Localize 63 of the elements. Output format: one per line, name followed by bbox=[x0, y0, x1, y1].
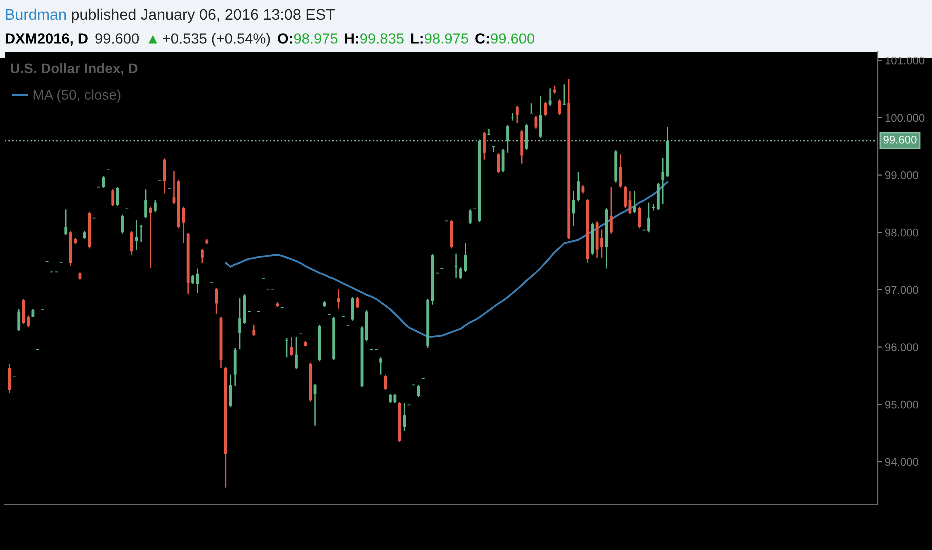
text: ▲ bbox=[148, 35, 158, 44]
candlestick bbox=[163, 158, 166, 194]
candlestick bbox=[116, 186, 120, 207]
candlestick bbox=[403, 402, 406, 432]
candlestick bbox=[294, 336, 298, 370]
candlestick bbox=[497, 152, 500, 174]
y-tick-label: 101.000 bbox=[886, 56, 925, 65]
candlestick bbox=[548, 88, 552, 107]
candlestick bbox=[534, 116, 538, 130]
line-series bbox=[225, 181, 669, 338]
candlestick bbox=[544, 101, 548, 117]
candlestick bbox=[238, 298, 242, 350]
candlestick bbox=[417, 384, 420, 398]
candlestick bbox=[144, 188, 148, 219]
candlestick bbox=[638, 206, 642, 230]
candlestick bbox=[539, 96, 542, 139]
candlestick bbox=[64, 209, 68, 236]
candlestick bbox=[624, 186, 627, 209]
y-tick-label: 97.000 bbox=[885, 286, 918, 294]
candlestick bbox=[200, 248, 204, 264]
text: H:99.835 bbox=[345, 34, 404, 44]
candlestick bbox=[516, 105, 519, 124]
candlestick bbox=[130, 230, 134, 256]
candlestick bbox=[506, 124, 510, 154]
text: L:98.975 bbox=[411, 34, 468, 44]
candlestick bbox=[610, 186, 613, 234]
candlestick bbox=[112, 188, 115, 207]
candlestick bbox=[619, 154, 622, 189]
candlestick bbox=[135, 219, 138, 252]
candlestick bbox=[351, 296, 354, 322]
text: Burdman published January 06, 2016 13:08 EST bbox=[6, 8, 336, 24]
candlestick bbox=[252, 324, 256, 336]
y-tick-label: 99.000 bbox=[885, 172, 918, 180]
candlestick bbox=[18, 308, 21, 332]
y-tick-label: 98.000 bbox=[885, 228, 918, 237]
candlestick bbox=[633, 190, 636, 214]
legend-label: MA (50, close) bbox=[34, 90, 121, 103]
text: 99.600 bbox=[96, 34, 140, 44]
candlestick bbox=[662, 157, 665, 205]
y-tick-label: 95.000 bbox=[885, 400, 918, 409]
candlestick bbox=[502, 148, 505, 174]
candlestick bbox=[121, 214, 124, 234]
candlestick bbox=[172, 170, 176, 205]
candlestick bbox=[468, 209, 472, 225]
candlestick bbox=[483, 132, 486, 160]
y-tick-label: 100.000 bbox=[886, 114, 925, 122]
text: U.S. Dollar Index, D bbox=[11, 63, 138, 76]
candlestick bbox=[356, 296, 360, 309]
text: +0.535 (+0.54%) bbox=[163, 33, 270, 47]
candlestick bbox=[154, 199, 157, 213]
y-tick-label: 94.000 bbox=[885, 458, 918, 466]
candlestick bbox=[215, 288, 218, 315]
text: C:99.600 bbox=[476, 34, 535, 44]
text: O:98.975 bbox=[278, 34, 338, 44]
candlestick bbox=[229, 374, 232, 408]
candlestick bbox=[380, 357, 383, 376]
text: DXM2016, D bbox=[6, 34, 88, 46]
candlestick bbox=[558, 98, 562, 116]
candlestick bbox=[192, 274, 194, 285]
candlestick bbox=[525, 124, 528, 151]
y-tick-label: 96.000 bbox=[885, 344, 918, 352]
ref-line-label: 99.600 bbox=[884, 136, 917, 144]
candlestick bbox=[8, 364, 12, 394]
